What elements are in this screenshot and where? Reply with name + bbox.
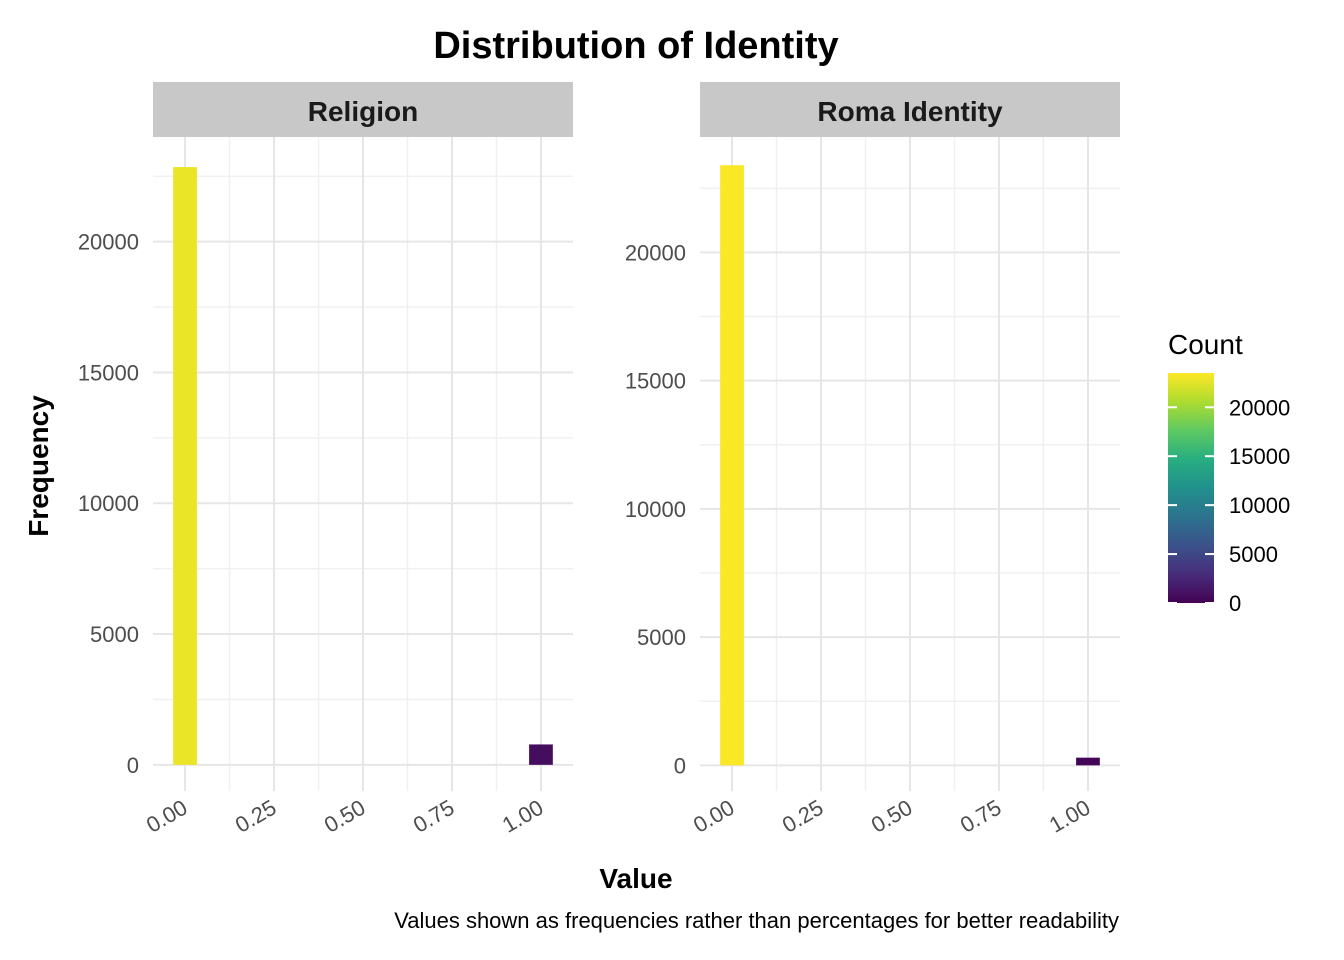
legend-tick-label: 10000 (1229, 493, 1290, 518)
x-tick-label: 0.25 (778, 795, 828, 838)
panel-religion: Religion 0 5000 10000 15000 20000 0.00 0.25 0.50… (78, 82, 573, 838)
panels: Religion 0 5000 10000 15000 20000 0.00 0.25 0.50… (78, 82, 1120, 838)
y-tick-label: 5000 (637, 625, 686, 650)
histogram-bar (529, 744, 553, 765)
x-tick-label: 0.75 (956, 795, 1006, 838)
legend-ticks: 0 5000 10000 15000 20000 (1168, 395, 1290, 616)
legend-tick-label: 15000 (1229, 444, 1290, 469)
chart-caption: Values shown as frequencies rather than … (394, 908, 1119, 933)
y-tick-label: 15000 (78, 360, 139, 385)
histogram-bar (173, 167, 197, 765)
x-tick-label: 0.50 (867, 795, 917, 838)
histogram-bar (720, 165, 744, 766)
y-tick-label: 15000 (625, 369, 686, 394)
color-legend: Count 0 5000 10000 15000 20000 (1168, 329, 1290, 616)
y-tick-label: 0 (127, 753, 139, 778)
y-tick-label: 0 (674, 753, 686, 778)
x-tick-label: 0.75 (409, 795, 459, 838)
facet-strip (700, 82, 1120, 137)
facet-strip-label: Roma Identity (817, 96, 1003, 127)
facet-strip-label: Religion (308, 96, 418, 127)
y-tick-label: 20000 (625, 240, 686, 265)
y-tick-label: 20000 (78, 230, 139, 255)
x-tick-label: 0.00 (689, 795, 739, 838)
x-tick-label: 0.50 (320, 795, 370, 838)
chart-title: Distribution of Identity (433, 25, 838, 67)
legend-tick-label: 5000 (1229, 542, 1278, 567)
x-axis-title: Value (599, 863, 672, 894)
panel-roma-identity: Roma Identity 0 5000 10000 15000 20000 0.00 0.2… (625, 82, 1120, 838)
y-tick-label: 5000 (90, 622, 139, 647)
x-tick-label: 0.25 (231, 795, 281, 838)
legend-tick-label: 20000 (1229, 395, 1290, 420)
facet-strip (153, 82, 573, 137)
legend-tick-label: 0 (1229, 591, 1241, 616)
legend-title: Count (1168, 329, 1243, 360)
y-tick-label: 10000 (625, 497, 686, 522)
legend-colorbar (1168, 373, 1214, 603)
y-tick-label: 10000 (78, 491, 139, 516)
histogram-bar (1076, 757, 1100, 766)
x-tick-label: 1.00 (498, 795, 548, 838)
x-tick-label: 0.00 (142, 795, 192, 838)
y-axis-title: Frequency (23, 395, 54, 537)
x-tick-label: 1.00 (1045, 795, 1095, 838)
